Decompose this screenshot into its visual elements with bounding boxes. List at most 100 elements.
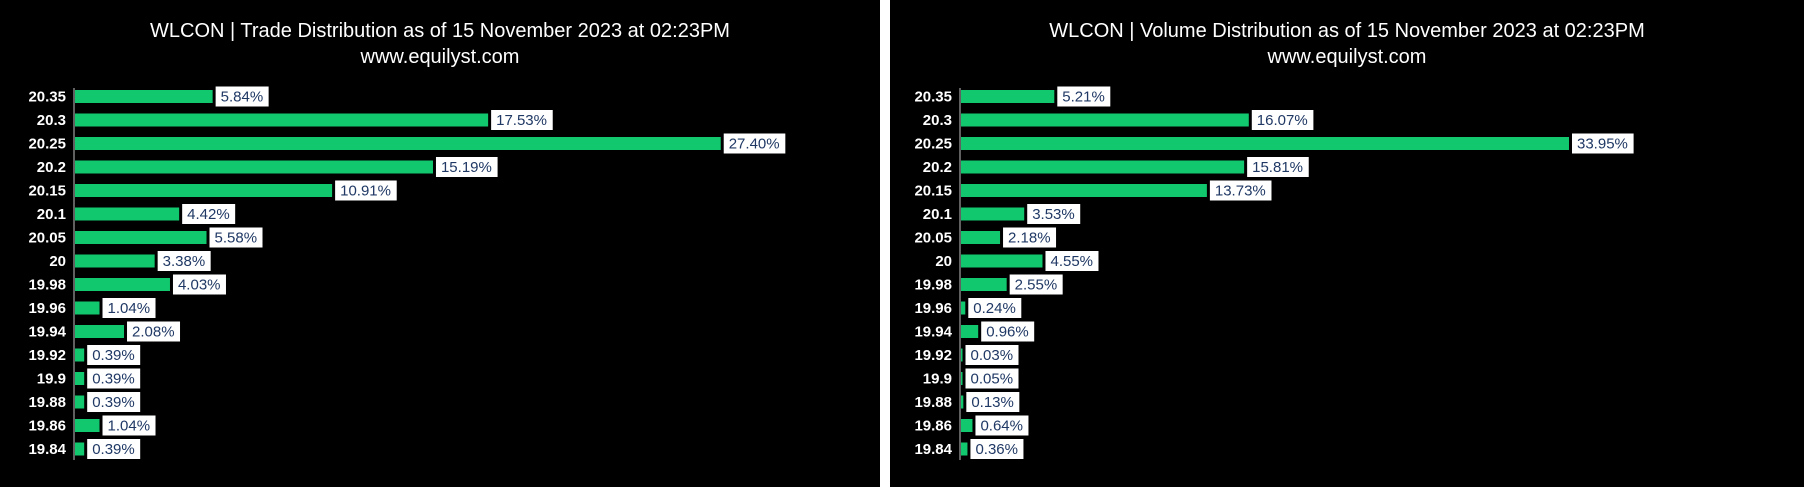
bar [75, 207, 180, 221]
data-label-box [127, 321, 181, 342]
bar [961, 90, 1055, 103]
data-label-box [172, 274, 226, 295]
bar [961, 254, 1043, 268]
volume-distribution-panel: WLCON | Volume Distribution as of 15 Nov… [890, 0, 1804, 487]
data-label-box [102, 415, 156, 436]
data-label: 0.13% [971, 394, 1014, 411]
category-label: 20.15 [914, 183, 952, 200]
bar [961, 442, 968, 456]
data-label: 13.73% [1215, 183, 1266, 200]
bar [961, 395, 964, 409]
data-label: 1.04% [108, 300, 151, 317]
data-label: 0.24% [973, 300, 1016, 317]
trade-distribution-panel: WLCON | Trade Distribution as of 15 Nove… [0, 0, 880, 487]
bar [75, 254, 155, 268]
chart-title-block: WLCON | Trade Distribution as of 15 Nove… [0, 18, 880, 70]
data-label: 10.91% [340, 183, 391, 200]
bar [75, 90, 213, 103]
bar [75, 113, 489, 127]
data-label-box [435, 157, 498, 177]
trade-distribution-chart: 20.35 5.84% 20.3 17.53% 20.25 27.40% 20.2 15.19… [28, 86, 786, 460]
data-label-box [1027, 204, 1081, 224]
data-label: 3.53% [1032, 206, 1075, 223]
data-label-box [1247, 157, 1309, 177]
category-label: 20.2 [37, 159, 66, 176]
data-label: 27.40% [729, 136, 780, 153]
category-label: 20.05 [914, 230, 952, 247]
category-label: 19.86 [914, 418, 952, 435]
data-label-box [981, 321, 1035, 342]
bar [75, 348, 85, 362]
data-label: 0.64% [980, 418, 1023, 435]
bar [75, 395, 85, 409]
data-label-box [1045, 251, 1099, 271]
bar [75, 325, 125, 338]
bar [75, 184, 333, 197]
data-label: 0.39% [92, 371, 135, 388]
bar [75, 301, 100, 315]
category-label: 19.94 [914, 324, 952, 341]
data-label: 0.36% [975, 441, 1018, 458]
category-label: 20.15 [28, 183, 66, 200]
data-label: 16.07% [1257, 112, 1308, 129]
data-label: 2.55% [1015, 277, 1058, 294]
data-label: 1.04% [108, 418, 151, 435]
data-label: 4.42% [187, 206, 230, 223]
bar [961, 113, 1249, 127]
data-label: 15.19% [441, 159, 492, 176]
data-label: 2.18% [1008, 230, 1051, 247]
chart-title: WLCON | Trade Distribution as of 15 Nove… [150, 20, 730, 42]
bar [961, 325, 979, 338]
chart-title-block: WLCON | Volume Distribution as of 15 Nov… [890, 18, 1804, 70]
data-label-box [157, 251, 211, 271]
volume-distribution-chart: 20.35 5.21% 20.3 16.07% 20.25 33.95% 20.2 15.81… [914, 86, 1634, 460]
data-label-box [182, 204, 236, 224]
data-label-box [968, 298, 1022, 318]
data-label: 5.58% [215, 230, 258, 247]
data-label-box [970, 439, 1024, 459]
category-label: 20.35 [28, 89, 66, 106]
data-label-box [87, 439, 141, 459]
data-label-box [209, 227, 263, 248]
bar [961, 207, 1025, 221]
data-label-box [965, 345, 1019, 365]
category-label: 19.92 [914, 347, 952, 364]
data-label: 4.03% [178, 277, 221, 294]
data-label-box [1003, 227, 1057, 248]
data-label-box [87, 345, 141, 365]
bar [961, 231, 1001, 244]
chart-title: WLCON | Volume Distribution as of 15 Nov… [1049, 20, 1645, 42]
category-label: 19.92 [28, 347, 66, 364]
data-label: 33.95% [1577, 136, 1628, 153]
data-label-box [491, 110, 553, 130]
category-label: 19.9 [37, 371, 66, 388]
data-label: 0.39% [92, 441, 135, 458]
bar [961, 137, 1569, 150]
data-label-box [975, 415, 1029, 436]
data-label-box [335, 180, 397, 201]
category-label: 19.94 [28, 324, 66, 341]
data-label-box [1572, 133, 1634, 154]
data-label-box [1251, 110, 1314, 130]
data-label-box [1209, 180, 1272, 201]
category-label: 19.88 [914, 394, 952, 411]
data-label: 4.55% [1050, 253, 1093, 270]
bar [961, 301, 966, 315]
category-label: 19.86 [28, 418, 66, 435]
bar [961, 160, 1245, 174]
bar [961, 348, 963, 362]
data-label: 0.96% [986, 324, 1029, 341]
data-label-box [966, 392, 1020, 412]
data-label: 5.21% [1062, 89, 1105, 106]
category-label: 20 [49, 253, 66, 270]
category-label: 20.1 [37, 206, 66, 223]
category-label: 20.25 [914, 136, 952, 153]
bar [961, 372, 963, 385]
category-label: 19.96 [28, 300, 66, 317]
category-label: 20 [935, 253, 952, 270]
category-label: 19.84 [914, 441, 952, 458]
bar [75, 372, 85, 385]
category-label: 20.25 [28, 136, 66, 153]
data-label: 0.05% [971, 371, 1014, 388]
category-label: 19.9 [923, 371, 952, 388]
